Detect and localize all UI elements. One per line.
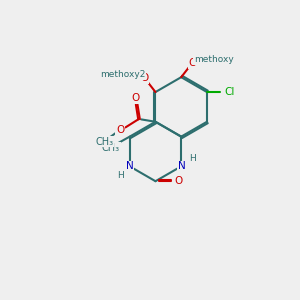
Text: H: H [189,154,196,163]
Text: Cl: Cl [224,87,235,97]
Text: CH₃: CH₃ [102,143,120,153]
Text: N: N [126,161,133,171]
Text: methoxy2: methoxy2 [100,70,146,79]
Text: O: O [131,93,140,103]
Text: O: O [188,58,196,68]
Text: methoxy: methoxy [194,56,234,64]
Text: CH₃: CH₃ [96,137,114,147]
Text: O: O [116,125,124,135]
Text: N: N [178,161,185,171]
Text: O: O [174,176,182,186]
Text: O: O [140,73,148,83]
Text: H: H [117,171,124,180]
